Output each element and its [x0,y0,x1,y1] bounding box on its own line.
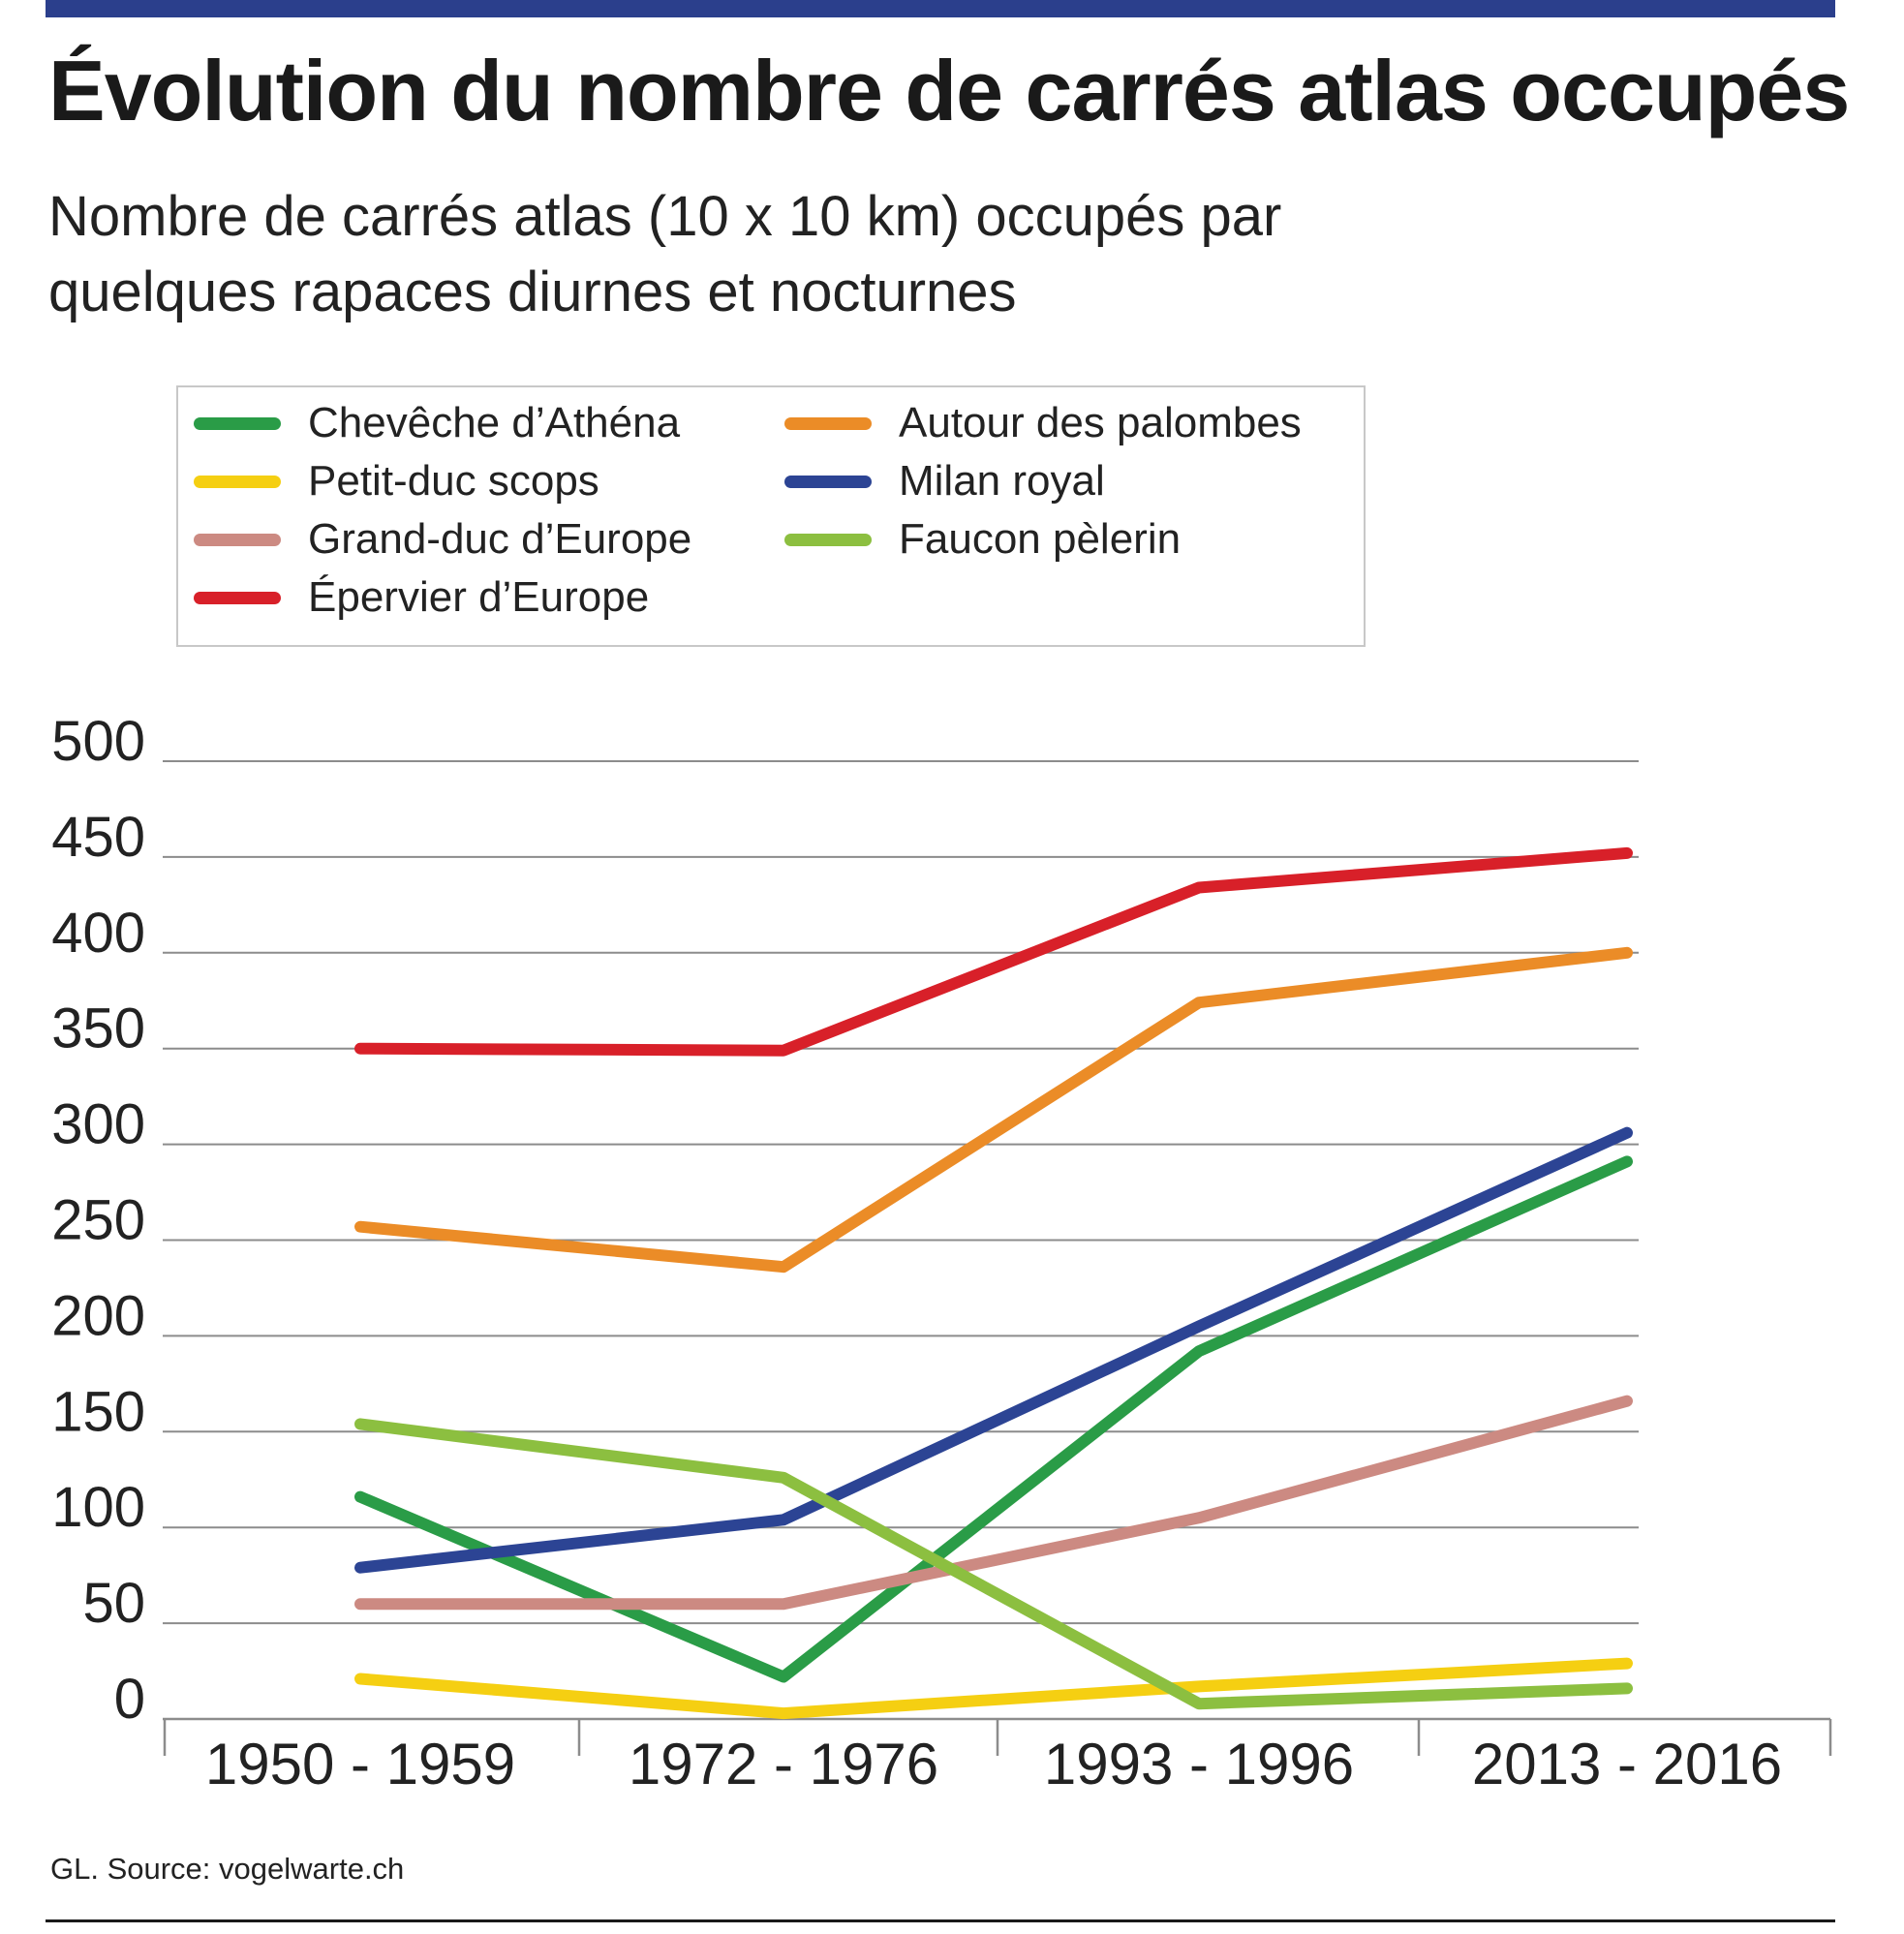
legend-swatch [784,475,872,488]
x-tick-label-1993-1996: 1993 - 1996 [1044,1732,1354,1796]
legend-swatch [194,533,281,546]
series-autour-des-palombes [354,946,1633,1274]
y-tick-label-150: 150 [51,1380,145,1443]
legend-swatch [194,591,281,604]
legend-item-petit-duc-scops: Petit-duc scops [194,457,599,506]
x-tick-label-2013-2016: 2013 - 2016 [1472,1732,1782,1796]
data-series [354,846,1633,1720]
legend-label: Milan royal [899,457,1105,505]
legend-item-epervier-d-europe: Épervier d’Europe [194,573,649,622]
series-epervier-d-europe [354,846,1633,1057]
y-tick-label-50: 50 [82,1572,145,1635]
legend-item-grand-duc-d-europe: Grand-duc d’Europe [194,515,691,564]
bottom-rule [46,1919,1835,1922]
series-line-milan-royal [354,1126,1633,1574]
series-line-epervier-d-europe [354,846,1633,1057]
chart-legend: Chevêche d’Athéna Petit-duc scops Grand-du… [176,385,1366,647]
y-tick-label-200: 200 [51,1284,145,1347]
legend-item-cheveche-d-athena: Chevêche d’Athéna [194,399,680,447]
subtitle-line-1: Nombre de carrés atlas (10 x 10 km) occu… [48,185,1282,248]
series-milan-royal [354,1126,1633,1574]
legend-label: Autour des palombes [899,399,1302,446]
legend-item-milan-royal: Milan royal [784,457,1105,506]
series-faucon-pelerin [354,1418,1633,1710]
legend-label: Grand-duc d’Europe [308,515,692,563]
y-tick-label-350: 350 [51,998,145,1060]
legend-label: Faucon pèlerin [899,515,1182,563]
x-tick-label-1950-1959: 1950 - 1959 [205,1732,515,1796]
legend-item-faucon-pelerin: Faucon pèlerin [784,515,1181,564]
y-tick-label-100: 100 [51,1476,145,1539]
legend-label: Petit-duc scops [308,457,599,505]
legend-item-autour-des-palombes: Autour des palombes [784,399,1302,447]
legend-swatch [194,475,281,488]
top-accent-bar [46,0,1835,17]
series-cheveche-d-athena [354,1155,1633,1683]
legend-label: Chevêche d’Athéna [308,399,681,446]
source-credit: GL. Source: vogelwarte.ch [50,1852,405,1886]
legend-swatch [784,416,872,430]
chart-subtitle: Nombre de carrés atlas (10 x 10 km) occu… [48,179,1598,330]
series-line-grand-duc-d-europe [354,1395,1633,1611]
y-axis-tick-labels: 0 50 100 150 200 250 300 350 400 450 500 [51,710,145,1731]
y-tick-label-400: 400 [51,902,145,965]
subtitle-line-2: quelques rapaces diurnes et nocturnes [48,261,1017,323]
series-line-cheveche-d-athena [354,1155,1633,1683]
y-tick-label-0: 0 [114,1668,145,1731]
y-tick-label-500: 500 [51,710,145,773]
series-line-petit-duc-scops [354,1657,1633,1720]
x-axis: 1950 - 1959 1972 - 1976 1993 - 1996 2013 - … [163,1717,1832,1796]
page-title: Évolution du nombre de carrés atlas occu… [48,43,1850,138]
legend-swatch [194,416,281,430]
legend-swatch [784,533,872,546]
series-petit-duc-scops [354,1657,1633,1720]
y-tick-label-250: 250 [51,1189,145,1252]
legend-label: Épervier d’Europe [308,573,650,621]
x-tick-label-1972-1976: 1972 - 1976 [629,1732,938,1796]
series-grand-duc-d-europe [354,1395,1633,1611]
y-tick-label-300: 300 [51,1093,145,1156]
line-chart: 0 50 100 150 200 250 300 350 400 450 500 1950 - 19… [51,710,1832,1796]
series-line-autour-des-palombes [354,946,1633,1274]
series-line-faucon-pelerin [354,1418,1633,1710]
y-tick-label-450: 450 [51,806,145,869]
